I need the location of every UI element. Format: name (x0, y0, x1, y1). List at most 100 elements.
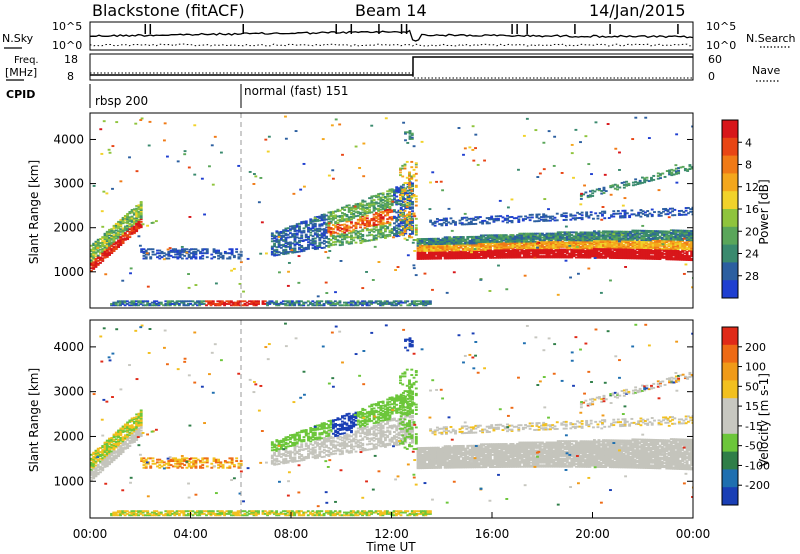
power-cell (411, 185, 414, 188)
power-cell (265, 252, 268, 255)
power-cell (497, 217, 500, 220)
power-cell (611, 239, 614, 242)
power-cell (383, 197, 387, 200)
freq-tick-right-bottom: 0 (708, 70, 715, 83)
power-cell (581, 240, 585, 243)
power-cell (202, 302, 206, 305)
power-cell (431, 288, 434, 291)
power-cell (561, 235, 565, 238)
power-cell (545, 237, 549, 240)
power-cell (522, 232, 526, 235)
power-cell (401, 204, 405, 207)
power-cell (618, 168, 621, 171)
power-cell (507, 236, 510, 239)
power-cell (340, 230, 344, 233)
power-cell (352, 224, 356, 227)
power-cell (434, 252, 438, 255)
power-cell (470, 255, 474, 258)
power-cell (554, 247, 558, 250)
power-cell (363, 240, 367, 243)
power-cell (450, 238, 454, 241)
power-cell (529, 255, 533, 258)
power-cell (610, 215, 613, 218)
power-cell (135, 211, 139, 214)
power-cell (381, 221, 385, 224)
power-cell (556, 249, 560, 252)
power-cell (320, 223, 324, 226)
power-cell (587, 215, 591, 218)
power-cell (386, 190, 390, 193)
power-cell (529, 248, 533, 251)
power-cell (645, 247, 648, 250)
power-cell (635, 252, 639, 255)
power-cell (595, 247, 599, 250)
power-cell (103, 238, 107, 241)
power-cell (108, 240, 111, 243)
power-cell (171, 249, 175, 252)
power-cell (613, 237, 617, 240)
power-cell (495, 247, 499, 250)
power-cell (482, 248, 486, 251)
power-cell (536, 176, 540, 178)
power-cell (448, 256, 452, 259)
power-cell (626, 245, 630, 248)
power-cell (393, 227, 396, 230)
power-cell (264, 138, 268, 141)
power-cell (313, 217, 317, 220)
power-cell (622, 238, 626, 241)
power-cell (114, 237, 118, 240)
power-cell (187, 254, 191, 257)
power-cell (293, 226, 297, 229)
power-cell (538, 247, 542, 250)
power-cell (511, 247, 515, 250)
power-cell (110, 249, 114, 252)
power-cell (518, 252, 522, 255)
power-cell (677, 213, 681, 216)
power-cell (497, 264, 500, 267)
power-cell (468, 251, 472, 254)
power-cell (593, 235, 596, 238)
power-cell (110, 228, 114, 231)
power-cell (445, 222, 448, 225)
power-cell (635, 238, 639, 241)
power-cell (421, 245, 425, 248)
power-cell (390, 228, 394, 230)
power-cell (388, 188, 392, 191)
power-cell (105, 256, 109, 258)
power-cell (110, 241, 114, 244)
power-cell (198, 300, 202, 303)
power-cell (602, 239, 605, 242)
power-cell (309, 242, 313, 245)
power-cell (429, 219, 433, 222)
power-cell (229, 300, 233, 303)
power-cell (395, 302, 398, 305)
power-cell (656, 258, 660, 260)
power-cell (620, 245, 623, 248)
power-cell (160, 256, 164, 259)
power-cell (368, 219, 371, 222)
power-cell (230, 252, 234, 255)
power-cell (345, 215, 349, 218)
power-cell (386, 218, 390, 221)
power-cell (284, 246, 288, 249)
power-cell (325, 230, 329, 233)
power-cell (588, 236, 592, 239)
power-cell (411, 182, 414, 185)
power-cell (282, 230, 286, 233)
power-cell (672, 245, 676, 248)
power-cell (397, 302, 401, 305)
power-cell (502, 256, 506, 259)
power-cell (266, 302, 269, 305)
power-cell (608, 234, 612, 237)
power-cell (132, 226, 136, 229)
freq-tick-right-top: 60 (708, 53, 722, 66)
power-cell (347, 210, 351, 213)
power-cell (488, 247, 492, 250)
power-cell (647, 137, 651, 140)
power-cell (146, 302, 150, 305)
power-cell (468, 243, 472, 246)
power-cell (424, 304, 428, 307)
power-cell (345, 219, 349, 222)
power-cell (112, 231, 116, 234)
power-cell (457, 238, 461, 241)
